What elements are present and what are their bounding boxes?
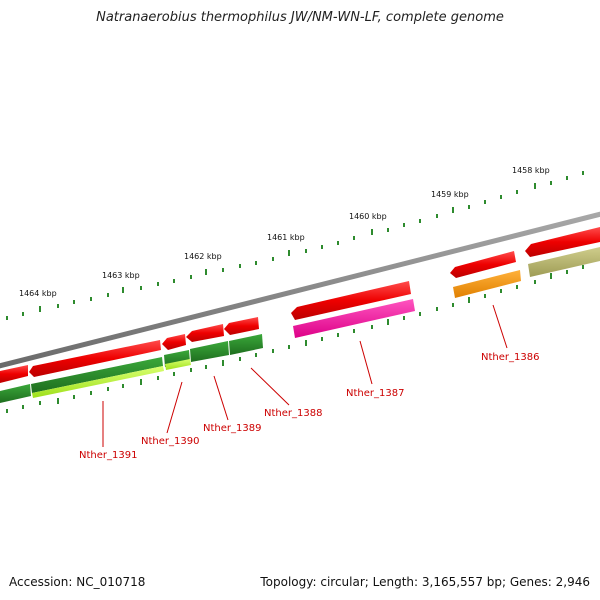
gene-block[interactable] bbox=[229, 334, 263, 355]
gene-label-nther-1388[interactable]: Nther_1388 bbox=[264, 408, 322, 419]
gene-block[interactable] bbox=[293, 299, 415, 338]
kbp-label: 1459 kbp bbox=[431, 190, 469, 199]
gene-arrow[interactable] bbox=[162, 334, 186, 350]
gene-block[interactable] bbox=[32, 366, 164, 398]
gene-arrow[interactable] bbox=[450, 251, 516, 278]
forward-genes bbox=[0, 227, 600, 383]
kbp-label: 1462 kbp bbox=[184, 252, 222, 261]
kbp-label: 1458 kbp bbox=[512, 166, 550, 175]
page-title: Natranaerobius thermophilus JW/NM-WN-LF,… bbox=[96, 10, 504, 25]
gene-label-nther-1390[interactable]: Nther_1390 bbox=[141, 436, 199, 447]
kbp-label: 1461 kbp bbox=[267, 233, 305, 242]
gene-block[interactable] bbox=[31, 357, 163, 393]
label-leaders bbox=[102, 304, 508, 447]
gene-arrow[interactable] bbox=[186, 324, 224, 342]
gene-arrow[interactable] bbox=[224, 317, 259, 335]
gene-label-nther-1389[interactable]: Nther_1389 bbox=[203, 423, 261, 434]
inner-tick-ring bbox=[6, 265, 584, 413]
kbp-label: 1464 kbp bbox=[19, 289, 57, 298]
kbp-label: 1463 kbp bbox=[102, 271, 140, 280]
gene-block[interactable] bbox=[165, 359, 191, 370]
gene-block[interactable] bbox=[190, 341, 229, 362]
gene-label-nther-1386[interactable]: Nther_1386 bbox=[481, 352, 539, 363]
gene-arrow[interactable] bbox=[291, 281, 411, 320]
gene-block[interactable] bbox=[528, 247, 600, 277]
gene-arrow[interactable] bbox=[29, 340, 161, 377]
accession-text: Accession: NC_010718 bbox=[9, 575, 146, 589]
reverse-genes bbox=[0, 247, 600, 403]
gene-block[interactable] bbox=[453, 270, 521, 298]
kbp-label: 1460 kbp bbox=[349, 212, 387, 221]
genome-backbone bbox=[0, 211, 600, 369]
gene-label-nther-1391[interactable]: Nther_1391 bbox=[79, 450, 137, 461]
gene-arrow[interactable] bbox=[0, 365, 28, 383]
gene-arrow[interactable] bbox=[525, 227, 600, 257]
outer-tick-ring bbox=[6, 171, 584, 320]
genome-summary-text: Topology: circular; Length: 3,165,557 bp… bbox=[260, 575, 590, 589]
gene-block[interactable] bbox=[0, 384, 31, 403]
gene-label-nther-1387[interactable]: Nther_1387 bbox=[346, 388, 404, 399]
